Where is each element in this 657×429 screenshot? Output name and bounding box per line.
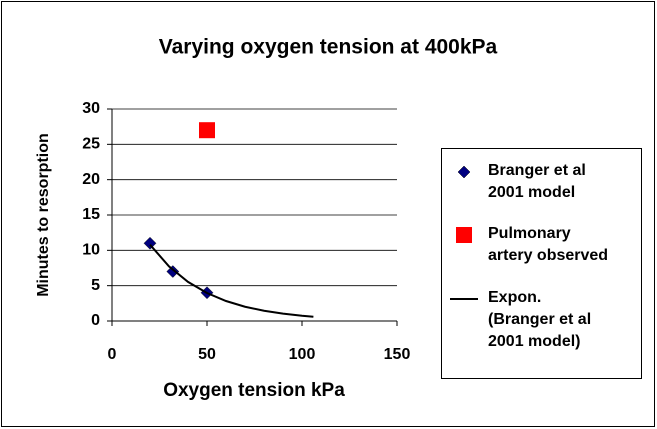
- chart-title: Varying oxygen tension at 400kPa: [159, 36, 498, 59]
- x-axis-label: Oxygen tension kPa: [163, 380, 345, 401]
- x-tick-label: 50: [198, 346, 216, 363]
- y-tick-label: 15: [82, 206, 100, 223]
- y-tick-label: 20: [82, 171, 100, 188]
- y-tick-label: 10: [82, 242, 100, 259]
- x-tick-label: 150: [384, 346, 411, 363]
- diamond-marker: [457, 165, 471, 179]
- y-tick-label: 25: [82, 136, 100, 153]
- y-tick-label: 30: [82, 100, 100, 117]
- x-tick-label: 100: [289, 346, 316, 363]
- y-tick-label: 5: [91, 277, 100, 294]
- legend-label: Branger et al 2001 model: [488, 162, 586, 201]
- legend-label: Pulmonary artery observed: [488, 225, 609, 264]
- square-marker: [456, 227, 472, 243]
- legend-box: [441, 148, 642, 379]
- x-tick-label: 0: [108, 346, 117, 363]
- diamond-marker: [143, 236, 157, 250]
- y-axis-label: Minutes to resorption: [35, 133, 52, 297]
- trendline: [149, 244, 314, 318]
- diamond-marker: [166, 265, 180, 278]
- legend-label: Expon. (Branger et al 2001 model): [488, 289, 592, 350]
- square-marker: [199, 122, 215, 139]
- y-tick-label: 0: [91, 312, 100, 329]
